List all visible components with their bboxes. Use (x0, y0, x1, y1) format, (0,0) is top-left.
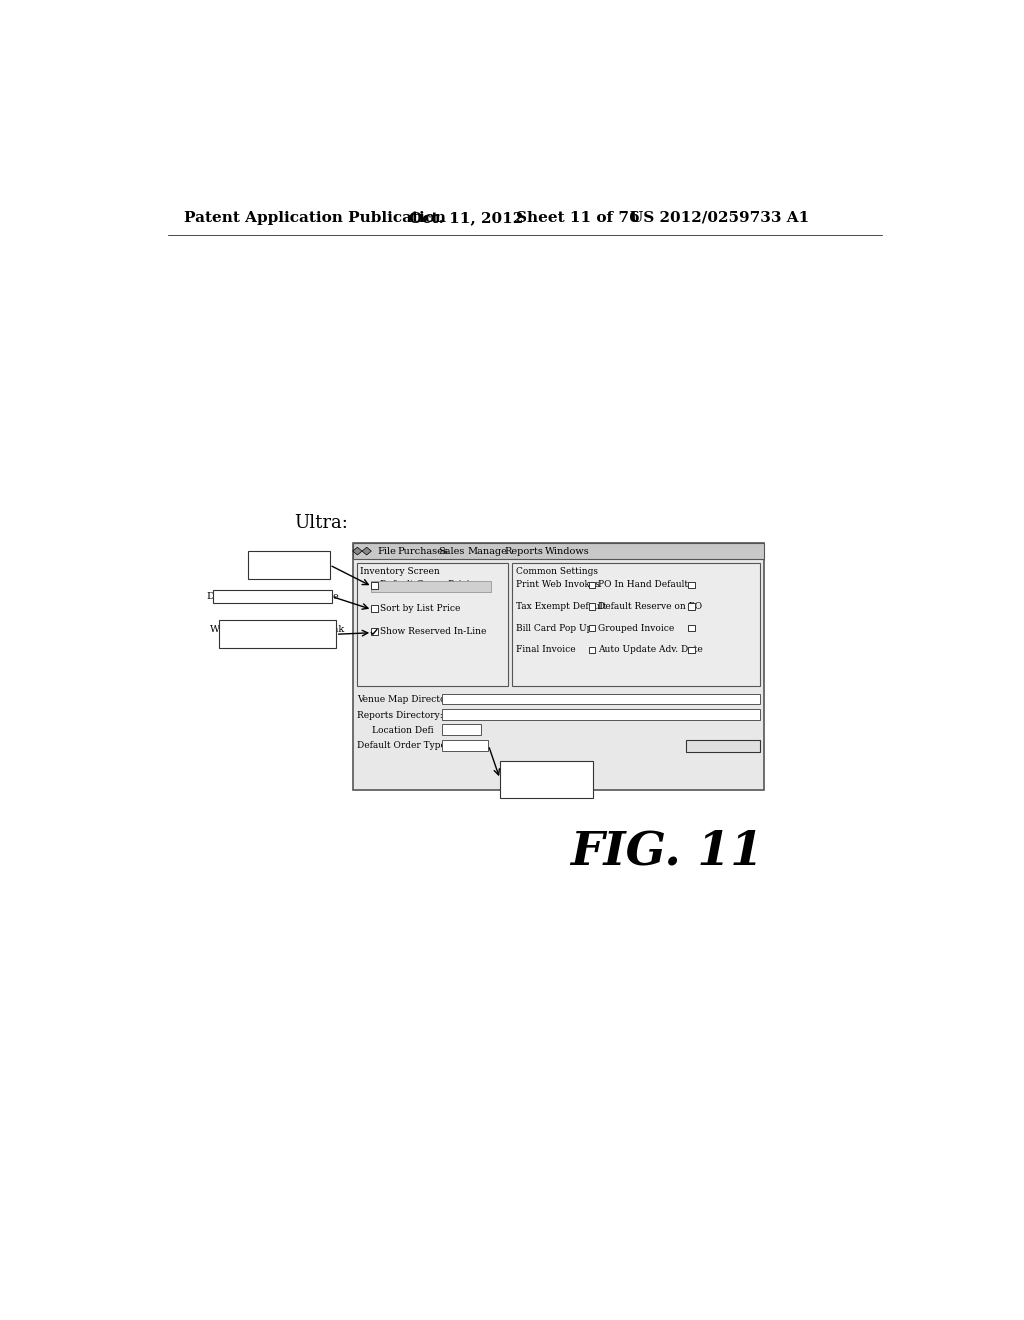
Bar (688, 582, 694, 589)
Text: Will show Reserved in pink
in Inventory grid: Will show Reserved in pink in Inventory … (211, 624, 345, 644)
Text: Default Order Type:: Default Order Type: (356, 742, 449, 750)
Text: Purchases: Purchases (397, 546, 449, 556)
Text: Groups like
Inventory: Groups like Inventory (260, 556, 317, 574)
Text: FIG. 11: FIG. 11 (569, 829, 763, 874)
Text: Reports Directory:: Reports Directory: (356, 710, 442, 719)
Bar (219, 620, 336, 648)
Text: Grouped Invoice: Grouped Invoice (598, 623, 675, 632)
Text: Default sort is by list price: Default sort is by list price (207, 593, 338, 601)
Text: Ultra:: Ultra: (295, 515, 348, 532)
Text: Venue Map Directory:: Venue Map Directory: (356, 696, 458, 704)
Bar (688, 603, 694, 610)
Text: Credit: Credit (444, 742, 473, 750)
Bar (442, 693, 760, 705)
Bar (371, 628, 378, 635)
Bar (500, 760, 593, 797)
Bar (688, 626, 694, 631)
Text: PO In Hand Default: PO In Hand Default (598, 581, 688, 590)
Text: Default Group Pricing: Default Group Pricing (380, 581, 481, 590)
Bar (371, 581, 490, 591)
Text: Sort by List Price: Sort by List Price (380, 603, 460, 612)
Text: Final Invoice: Final Invoice (515, 645, 575, 655)
Text: Windows: Windows (545, 546, 590, 556)
Text: Sales: Sales (438, 546, 464, 556)
Text: US 2012/0259733 A1: US 2012/0259733 A1 (630, 211, 809, 224)
Text: Reports: Reports (505, 546, 544, 556)
Text: Show Reserved In-Line: Show Reserved In-Line (380, 627, 486, 636)
Bar (589, 603, 595, 610)
Polygon shape (362, 548, 372, 554)
Bar (248, 552, 330, 578)
Text: Common Settings: Common Settings (515, 566, 597, 576)
Text: Inventory Screen: Inventory Screen (360, 566, 440, 576)
Bar (371, 582, 378, 589)
Bar (352, 544, 764, 789)
Text: Tax Exempt Default: Tax Exempt Default (515, 602, 606, 611)
Text: Patent Application Publication: Patent Application Publication (183, 211, 445, 224)
Text: Auto Update Adv. Date: Auto Update Adv. Date (598, 645, 703, 655)
Polygon shape (352, 548, 362, 554)
Text: Sheet 11 of 76: Sheet 11 of 76 (515, 211, 639, 224)
Bar (688, 647, 694, 653)
Text: Set a default for
the order type in
the Sale screen: Set a default for the order type in the … (505, 764, 588, 793)
Bar (589, 647, 595, 653)
Bar (442, 739, 488, 751)
Text: File: File (378, 546, 396, 556)
Text: Oct. 11, 2012: Oct. 11, 2012 (409, 211, 523, 224)
Bar (589, 626, 595, 631)
Text: Manage: Manage (467, 546, 507, 556)
Text: Default Reserve on PO: Default Reserve on PO (598, 602, 702, 611)
Text: \\192.168.19.7\venuemaps\: \\192.168.19.7\venuemaps\ (444, 696, 559, 704)
Bar (356, 562, 508, 686)
Bar (589, 582, 595, 589)
Text: Location Defi: Location Defi (372, 726, 434, 735)
Bar (686, 739, 760, 752)
Text: Save Settings: Save Settings (691, 742, 754, 750)
Bar (371, 605, 378, 612)
Text: Bill Card Pop Up: Bill Card Pop Up (515, 623, 592, 632)
Bar (512, 562, 760, 686)
Text: Print Web Invokes: Print Web Invokes (515, 581, 599, 590)
Bar (213, 590, 332, 603)
Bar (442, 725, 480, 735)
Bar (352, 544, 764, 558)
Bar (442, 709, 760, 719)
